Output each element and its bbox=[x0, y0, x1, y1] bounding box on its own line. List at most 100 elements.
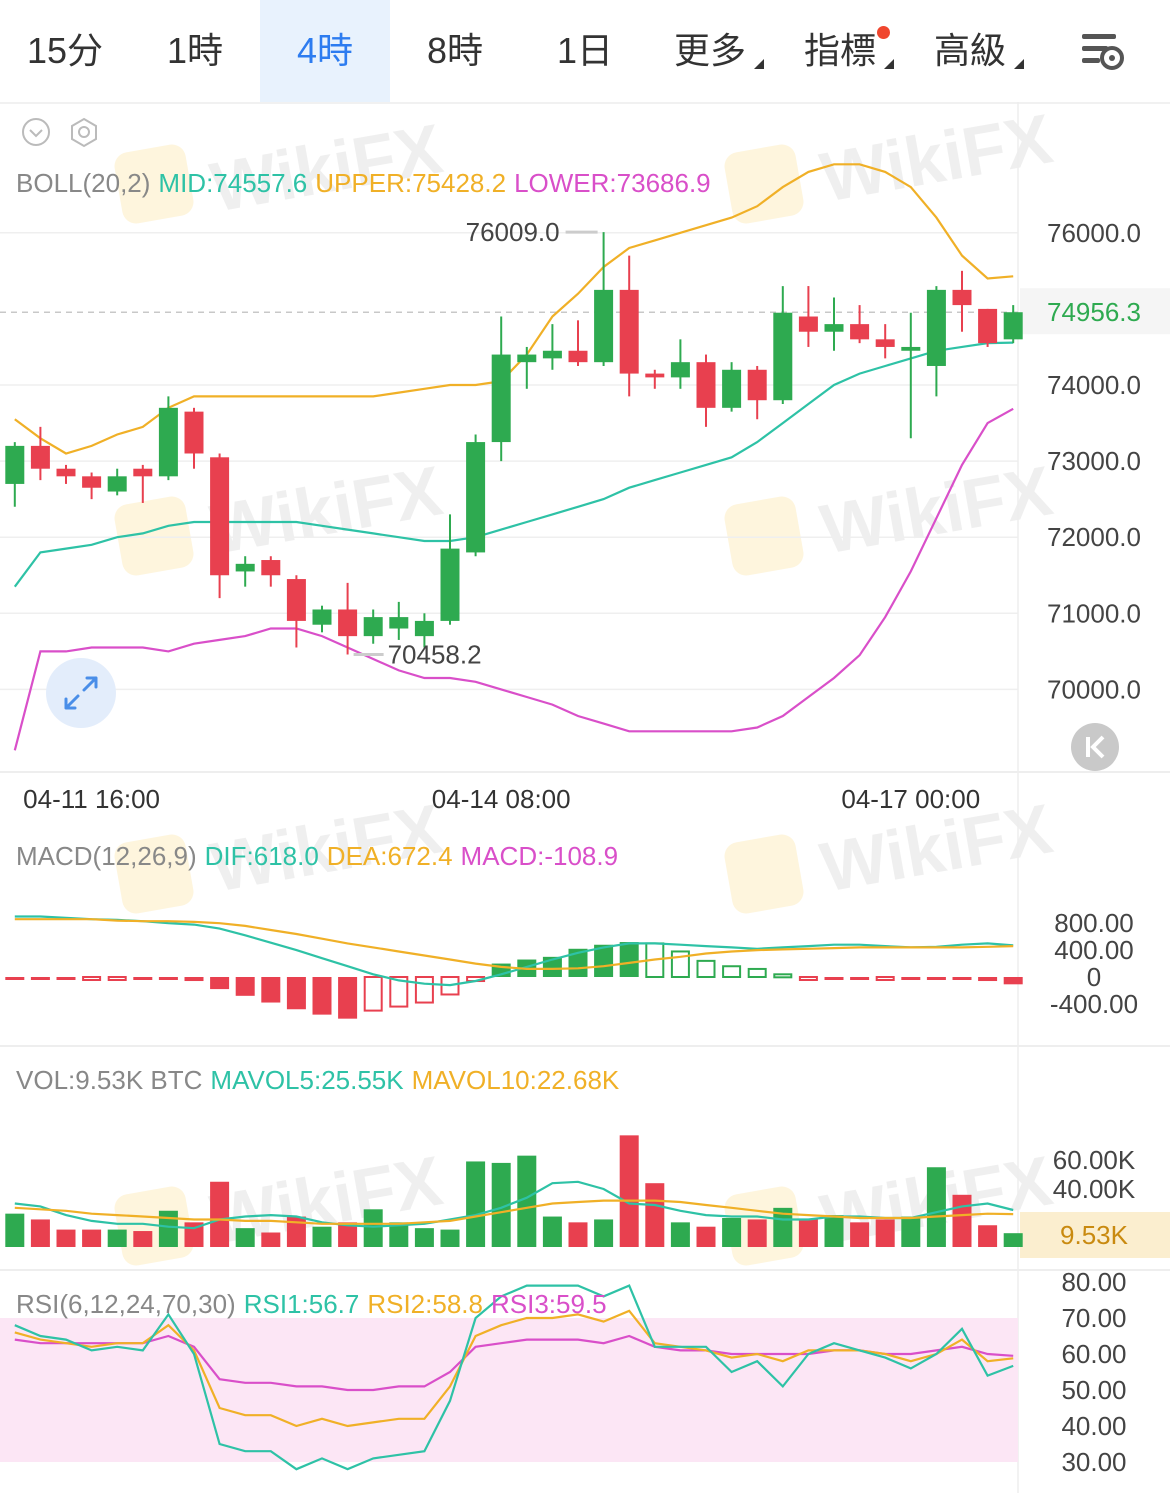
tab-label: 4時 bbox=[296, 30, 354, 71]
rsi-rsi3: RSI3:59.5 bbox=[490, 1289, 607, 1319]
macd-histogram-bar bbox=[414, 976, 434, 1004]
volume-bar bbox=[568, 1222, 588, 1247]
volume-bar bbox=[773, 1207, 793, 1247]
rsi-axis-label: 50.00 bbox=[1061, 1375, 1126, 1405]
candle-body bbox=[850, 324, 870, 340]
macd-dif: DIF:618.0 bbox=[204, 841, 319, 871]
volume-bar bbox=[517, 1155, 537, 1247]
boll-mid-line bbox=[13, 341, 1014, 588]
price-chart[interactable]: 76000.0 74000.0 73000.0 72000.0 71000.0 70000… bbox=[0, 102, 1170, 1493]
high-price-label: 76009.0 bbox=[466, 217, 560, 247]
chevron-down-circle-icon[interactable] bbox=[20, 116, 52, 148]
macd-histogram-bar bbox=[389, 976, 409, 1008]
macd-histogram-bar bbox=[773, 973, 793, 979]
volume-bar bbox=[235, 1228, 255, 1247]
macd-histogram-bar bbox=[158, 977, 178, 980]
candle-body bbox=[133, 468, 153, 477]
price-axis-label: 71000.0 bbox=[1047, 598, 1141, 628]
vol-name: VOL:9.53K BTC bbox=[16, 1065, 203, 1095]
candle-body bbox=[491, 354, 511, 443]
candle-body bbox=[926, 289, 946, 366]
current-price-label: 74956.3 bbox=[1047, 297, 1141, 327]
volume-bar bbox=[670, 1222, 690, 1247]
tab-more[interactable]: 更多 bbox=[650, 0, 770, 102]
tab-1h[interactable]: 1時 bbox=[130, 0, 260, 102]
candle-body bbox=[210, 457, 230, 576]
candle-body bbox=[30, 445, 50, 469]
candle-body bbox=[619, 289, 639, 374]
jump-to-latest-button[interactable] bbox=[1071, 723, 1119, 771]
volume-bar bbox=[901, 1216, 921, 1247]
tab-1d[interactable]: 1日 bbox=[520, 0, 650, 102]
candle-body bbox=[901, 346, 921, 351]
chart-settings-icon[interactable] bbox=[1076, 30, 1132, 74]
candle-body bbox=[286, 579, 306, 621]
candle-body bbox=[568, 350, 588, 363]
price-axis-label: 70000.0 bbox=[1047, 674, 1141, 704]
candle-body bbox=[594, 289, 614, 363]
volume-bar bbox=[210, 1181, 230, 1247]
macd-histogram-bar bbox=[184, 977, 204, 982]
low-price-label: 70458.2 bbox=[388, 640, 482, 670]
volume-bar bbox=[363, 1209, 383, 1247]
mavol10-line bbox=[14, 1199, 1014, 1225]
tab-label: 1日 bbox=[556, 30, 614, 71]
macd-histogram-bar bbox=[338, 977, 358, 1019]
candle-body bbox=[235, 563, 255, 572]
macd-histogram-bar bbox=[619, 942, 639, 977]
macd-histogram-bar bbox=[798, 976, 818, 981]
macd-histogram-bar bbox=[363, 976, 383, 1012]
candle-body bbox=[696, 362, 716, 408]
rsi-axis-label: 70.00 bbox=[1061, 1303, 1126, 1333]
macd-legend: MACD(12,26,9) DIF:618.0 DEA:672.4 MACD:-108… bbox=[16, 841, 626, 872]
candle-body bbox=[798, 316, 818, 332]
volume-bar bbox=[696, 1226, 716, 1247]
macd-histogram-bar bbox=[56, 977, 76, 980]
macd-axis-label: 400.00 bbox=[1054, 935, 1134, 965]
hexagon-gear-icon[interactable] bbox=[68, 116, 100, 148]
volume-bar bbox=[158, 1210, 178, 1247]
boll-upper: UPPER:75428.2 bbox=[315, 168, 507, 198]
macd-value: MACD:-108.9 bbox=[460, 841, 619, 871]
tab-advanced[interactable]: 高級 bbox=[910, 0, 1030, 102]
rsi-axis-label: 80.00 bbox=[1061, 1267, 1126, 1297]
boll-legend: BOLL(20,2) MID:74557.6 UPPER:75428.2 LOWER:… bbox=[16, 168, 719, 199]
volume-bar bbox=[286, 1216, 306, 1247]
rsi1-line bbox=[14, 1284, 1014, 1471]
tab-8h[interactable]: 8時 bbox=[390, 0, 520, 102]
candle-body bbox=[747, 369, 767, 401]
candle-body bbox=[517, 354, 537, 363]
volume-bar bbox=[5, 1213, 25, 1247]
tab-15m[interactable]: 15分 bbox=[0, 0, 130, 102]
candle-body bbox=[312, 609, 332, 625]
macd-histogram-bar bbox=[312, 977, 332, 1015]
macd-histogram-bar bbox=[824, 977, 844, 980]
volume-bar bbox=[978, 1225, 998, 1247]
tab-label: 更多 bbox=[673, 30, 746, 71]
tab-4h[interactable]: 4時 bbox=[260, 0, 390, 102]
expand-chart-button[interactable] bbox=[46, 658, 116, 728]
macd-dif-line bbox=[14, 915, 1014, 987]
macd-histogram-bar bbox=[82, 976, 102, 981]
tab-label: 1時 bbox=[166, 30, 224, 71]
macd-axis-label: 800.00 bbox=[1054, 908, 1134, 938]
volume-bar bbox=[542, 1216, 562, 1247]
macd-histogram-bar bbox=[747, 967, 767, 978]
rsi-rsi2: RSI2:58.8 bbox=[367, 1289, 483, 1319]
macd-histogram-bar bbox=[1003, 977, 1023, 985]
macd-axis-label: -400.00 bbox=[1050, 989, 1138, 1019]
macd-histogram-bar bbox=[30, 977, 50, 980]
volume-bar bbox=[466, 1161, 486, 1247]
volume-bar bbox=[798, 1219, 818, 1247]
macd-histogram-bar bbox=[901, 977, 921, 980]
dropdown-triangle-icon bbox=[754, 59, 764, 69]
tab-indicators[interactable]: 指標 bbox=[780, 0, 900, 102]
candle-body bbox=[542, 350, 562, 359]
macd-histogram-bar bbox=[261, 977, 281, 1003]
candle-body bbox=[184, 411, 204, 454]
macd-name: MACD(12,26,9) bbox=[16, 841, 197, 871]
candle-body bbox=[363, 617, 383, 637]
macd-histogram-bar bbox=[107, 976, 127, 981]
tab-label: 高級 bbox=[933, 30, 1006, 71]
price-axis-label: 73000.0 bbox=[1047, 446, 1141, 476]
